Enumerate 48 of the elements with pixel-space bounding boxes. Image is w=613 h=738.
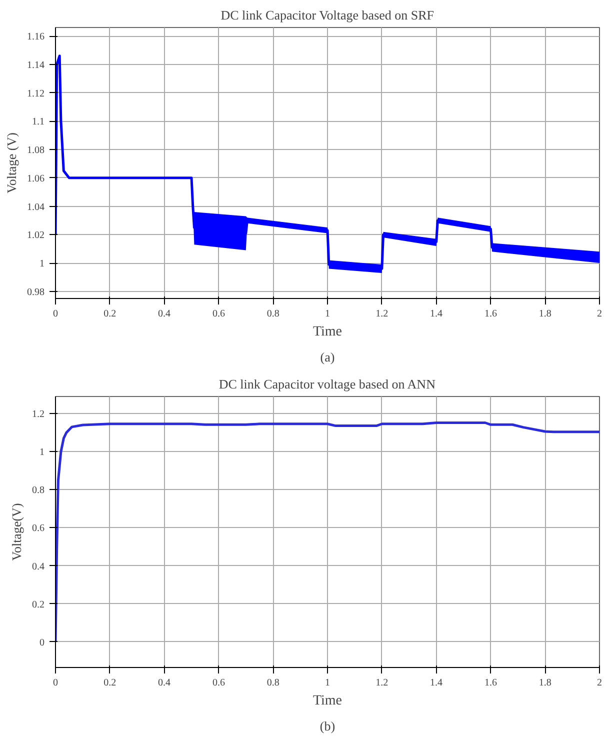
text: (b) xyxy=(320,718,336,734)
y-tick-label: 1.08 xyxy=(27,145,44,156)
x-tick-label: 1.6 xyxy=(484,308,497,320)
y-tick-label: 1.2 xyxy=(32,409,44,420)
x-tick-label: 2 xyxy=(597,308,602,320)
y-tick-label: 0.6 xyxy=(32,523,44,534)
y-axis-title: Voltage (V) xyxy=(4,132,19,194)
y-tick-label: 1.12 xyxy=(27,88,44,100)
text: (a) xyxy=(320,350,335,364)
x-tick-label: 1.8 xyxy=(538,308,552,320)
x-tick-label: 1.6 xyxy=(484,678,497,688)
y-tick-label: 0.4 xyxy=(32,561,44,572)
x-tick-label: 0.8 xyxy=(266,678,280,688)
y-tick-label: 0 xyxy=(40,637,44,648)
y-tick-label: 1 xyxy=(40,258,44,270)
y-tick-label: 1.04 xyxy=(27,202,44,213)
x-axis-title: Time xyxy=(312,324,342,340)
y-tick-label: 1.14 xyxy=(27,60,44,71)
x-tick-label: 1 xyxy=(325,308,330,320)
x-tick-label: 0.6 xyxy=(212,678,225,688)
x-tick-label: 1.2 xyxy=(376,678,388,688)
chart-title: DC link Capacitor Voltage based on SRF xyxy=(220,8,434,22)
x-axis-title: Time xyxy=(312,694,342,708)
x-tick-label: 1.8 xyxy=(538,678,552,688)
x-tick-label: 1.2 xyxy=(376,308,388,320)
x-tick-label: 0.4 xyxy=(158,678,171,688)
y-tick-label: 1.06 xyxy=(27,173,44,184)
x-tick-label: 2 xyxy=(597,678,602,688)
x-tick-label: 0.6 xyxy=(212,308,225,320)
x-tick-label: 1.4 xyxy=(430,678,443,688)
x-tick-label: 1.4 xyxy=(430,308,443,320)
x-tick-label: 0.4 xyxy=(158,308,171,320)
y-tick-label: 0.2 xyxy=(32,599,44,610)
line-series xyxy=(56,421,600,644)
y-tick-label: 1.02 xyxy=(27,230,44,242)
x-tick-label: 0.2 xyxy=(104,678,116,688)
y-tick-label: 1.1 xyxy=(32,116,44,128)
y-tick-label: 1.16 xyxy=(27,32,44,43)
y-tick-label: 0.98 xyxy=(27,286,44,298)
chart-title: DC link Capacitor voltage based on ANN xyxy=(218,376,436,392)
y-tick-label: 0.8 xyxy=(32,485,44,496)
x-tick-label: 0.2 xyxy=(104,308,116,320)
y-axis-title: Voltage(V) xyxy=(9,503,24,561)
x-tick-label: 0.8 xyxy=(266,308,280,320)
x-tick-label: 1 xyxy=(325,678,330,688)
x-tick-label: 0 xyxy=(53,678,58,688)
x-tick-label: 0 xyxy=(53,308,58,320)
y-tick-label: 1 xyxy=(40,447,44,458)
